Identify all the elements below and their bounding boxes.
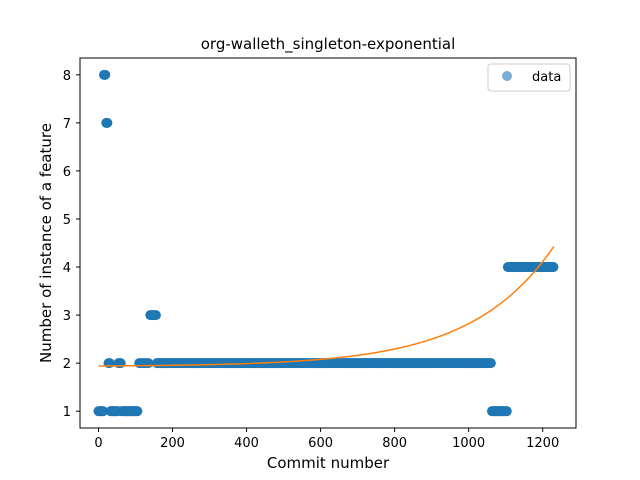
y-tick-label: 6 bbox=[63, 165, 71, 180]
y-tick-label: 3 bbox=[63, 309, 71, 324]
y-axis-label: Number of instance of a feature bbox=[37, 123, 55, 363]
legend-marker bbox=[502, 71, 512, 81]
x-tick-label: 200 bbox=[160, 436, 185, 451]
data-point bbox=[502, 406, 512, 416]
data-point bbox=[151, 310, 161, 320]
x-tick-label: 800 bbox=[382, 436, 407, 451]
data-point bbox=[143, 358, 153, 368]
y-tick-label: 5 bbox=[63, 213, 71, 228]
data-point bbox=[486, 358, 496, 368]
data-point bbox=[100, 70, 110, 80]
x-tick-label: 0 bbox=[94, 436, 102, 451]
x-tick-label: 400 bbox=[234, 436, 259, 451]
y-tick-label: 1 bbox=[63, 405, 71, 420]
data-point bbox=[132, 406, 142, 416]
y-tick-label: 8 bbox=[63, 69, 71, 84]
x-tick-label: 600 bbox=[308, 436, 333, 451]
y-tick-label: 7 bbox=[63, 117, 71, 132]
data-point bbox=[548, 262, 558, 272]
y-tick-label: 4 bbox=[63, 261, 71, 276]
x-axis-label: Commit number bbox=[267, 454, 390, 472]
x-tick-label: 1000 bbox=[452, 436, 485, 451]
legend: data bbox=[488, 64, 570, 91]
data-point bbox=[102, 118, 112, 128]
y-tick-label: 2 bbox=[63, 357, 71, 372]
chart-title: org-walleth_singleton-exponential bbox=[201, 35, 456, 54]
legend-label: data bbox=[532, 70, 561, 85]
x-tick-label: 1200 bbox=[526, 436, 559, 451]
